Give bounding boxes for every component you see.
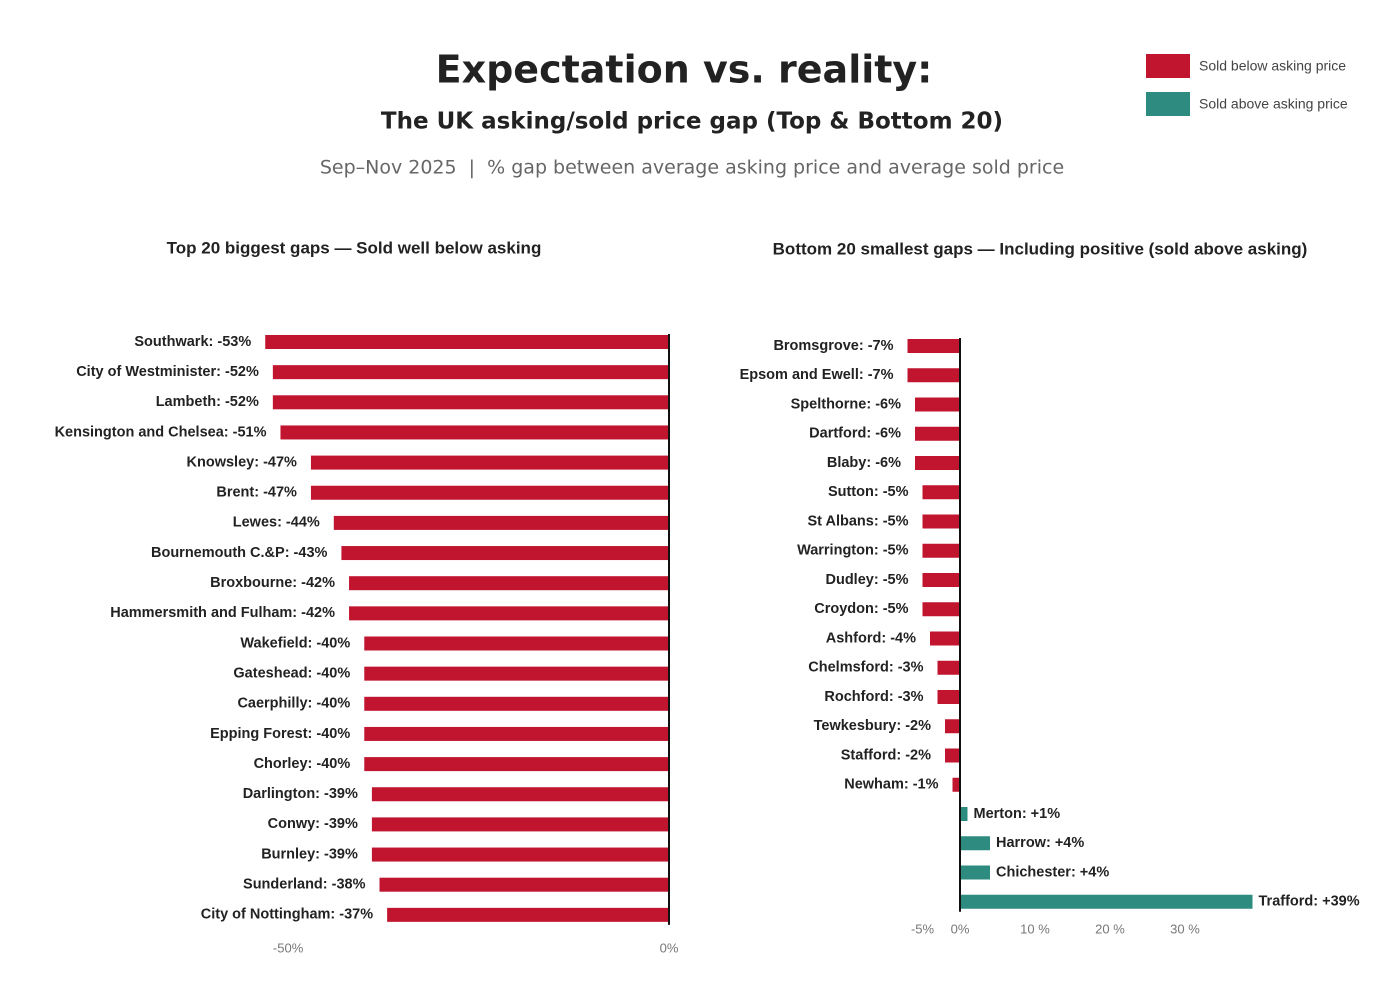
bar-label: Tewkesbury: -2%: [814, 718, 931, 734]
bar: [272, 395, 669, 410]
bar: [364, 696, 669, 711]
bar-label: Epsom and Ewell: -7%: [740, 367, 894, 383]
bar-label: Dartford: -6%: [809, 426, 901, 442]
bar-label: Sunderland: -38%: [243, 877, 366, 893]
bar: [364, 636, 669, 651]
bar: [907, 339, 960, 353]
legend-label: Sold above asking price: [1199, 96, 1348, 112]
panel-title: Bottom 20 smallest gaps — Including posi…: [773, 239, 1308, 258]
bar: [922, 602, 960, 617]
bar-label: City of Nottingham: -37%: [201, 907, 373, 923]
bar: [310, 485, 669, 500]
bar: [922, 514, 960, 529]
legend-swatch: [1146, 92, 1190, 116]
bar: [371, 787, 669, 802]
title: Expectation vs. reality:: [436, 48, 933, 92]
bar: [349, 606, 669, 621]
x-tick-label: -50%: [273, 940, 304, 955]
bar-label: Broxbourne: -42%: [210, 575, 335, 591]
bar: [371, 817, 669, 832]
bar: [272, 365, 669, 380]
bar-label: Chichester: +4%: [996, 864, 1109, 880]
x-tick-label: 30 %: [1170, 921, 1200, 936]
bar: [265, 335, 669, 349]
bar-label: Wakefield: -40%: [240, 635, 350, 651]
bar-label: Dudley: -5%: [826, 572, 909, 588]
bar: [922, 573, 960, 587]
bar: [349, 576, 669, 591]
bar-label: Epping Forest: -40%: [210, 726, 350, 742]
bar: [960, 865, 990, 880]
x-tick-label: 0%: [951, 921, 970, 936]
bar-label: Brent: -47%: [216, 485, 297, 501]
bar: [907, 368, 960, 383]
bar: [937, 690, 960, 704]
bar-label: Caerphilly: -40%: [237, 696, 350, 712]
bar-label: Croydon: -5%: [814, 601, 908, 617]
bar: [945, 748, 960, 763]
bar-label: Lewes: -44%: [233, 515, 320, 531]
bar: [379, 877, 669, 892]
legend-label: Sold below asking price: [1199, 58, 1346, 74]
bar: [945, 719, 960, 734]
bar-label: Spelthorne: -6%: [791, 396, 901, 412]
bar: [952, 777, 960, 792]
bar-label: Rochford: -3%: [824, 689, 923, 705]
bar-label: Sutton: -5%: [828, 484, 909, 500]
bar: [922, 485, 960, 500]
bar-label: Blaby: -6%: [827, 455, 901, 471]
bar: [937, 660, 960, 675]
bar: [280, 425, 669, 440]
bar-label: Burnley: -39%: [261, 846, 358, 862]
bar-label: Bournemouth C.&P: -43%: [151, 545, 328, 561]
bar: [364, 666, 669, 681]
bar: [960, 894, 1253, 909]
bar-label: St Albans: -5%: [808, 513, 909, 529]
x-tick-label: 20 %: [1095, 921, 1125, 936]
bar: [341, 546, 669, 561]
bar: [960, 807, 968, 821]
bar: [922, 543, 960, 558]
bar: [915, 426, 960, 441]
bar: [915, 456, 960, 470]
bar: [960, 836, 990, 851]
bar-label: Darlington: -39%: [243, 786, 358, 802]
bar-label: Conwy: -39%: [268, 816, 358, 832]
subtitle: The UK asking/sold price gap (Top & Bott…: [381, 109, 1003, 135]
bar-label: Ashford: -4%: [826, 630, 916, 646]
legend-swatch: [1146, 54, 1190, 78]
bar-label: Chorley: -40%: [254, 756, 351, 772]
bar-label: Chelmsford: -3%: [808, 660, 923, 676]
bar-label: Knowsley: -47%: [187, 454, 297, 470]
bar-label: City of Westminister: -52%: [76, 364, 259, 380]
bar-label: Hammersmith and Fulham: -42%: [110, 605, 335, 621]
x-tick-label: -5%: [911, 921, 935, 936]
x-tick-label: 10 %: [1020, 921, 1050, 936]
bar-label: Southwark: -53%: [134, 334, 251, 350]
caption: Sep–Nov 2025 | % gap between average ask…: [320, 157, 1064, 179]
bar-label: Kensington and Chelsea: -51%: [55, 424, 267, 440]
x-tick-label: 0%: [660, 940, 679, 955]
bar: [364, 726, 669, 741]
bar-label: Bromsgrove: -7%: [773, 338, 893, 354]
bar: [371, 847, 669, 862]
bar-label: Gateshead: -40%: [233, 665, 350, 681]
bar-label: Merton: +1%: [974, 806, 1061, 822]
bar: [915, 397, 960, 412]
bar: [387, 907, 669, 922]
bar: [930, 631, 960, 646]
bar: [364, 757, 669, 772]
bar-label: Stafford: -2%: [841, 747, 931, 763]
bar-label: Warrington: -5%: [797, 543, 909, 559]
bar: [333, 515, 669, 530]
bar-label: Harrow: +4%: [996, 835, 1084, 851]
bar-label: Lambeth: -52%: [156, 394, 259, 410]
bar-label: Newham: -1%: [844, 777, 938, 793]
bar: [310, 455, 669, 470]
panel-title: Top 20 biggest gaps — Sold well below as…: [167, 238, 542, 257]
bar-label: Trafford: +39%: [1259, 894, 1360, 910]
